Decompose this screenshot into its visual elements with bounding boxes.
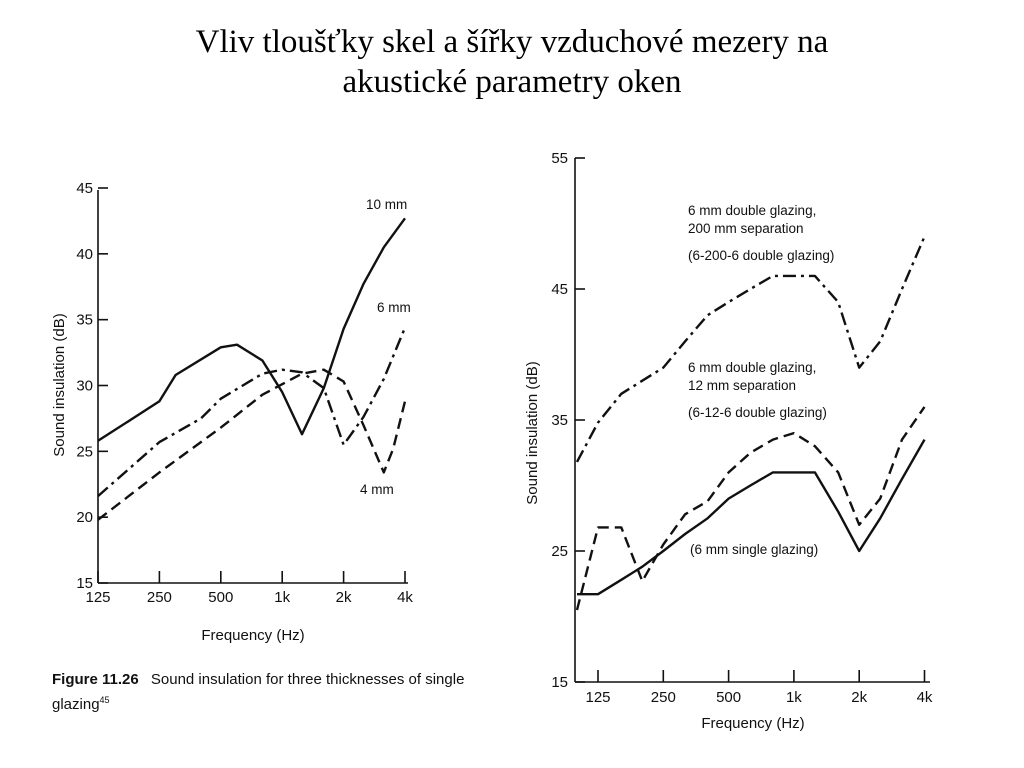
caption-superscript: 45 bbox=[99, 695, 110, 705]
chart2-y-tick-label: 55 bbox=[551, 150, 568, 167]
chart2-annotation: 6 mm double glazing, bbox=[688, 203, 816, 218]
chart2-annotation: (6-12-6 double glazing) bbox=[688, 405, 827, 420]
chart1-x-tick-label: 4k bbox=[397, 589, 413, 606]
chart1-y-tick-label: 40 bbox=[76, 246, 93, 263]
chart2-annotation: 6 mm double glazing, bbox=[688, 360, 816, 375]
chart1-series-3-line bbox=[97, 368, 407, 521]
chart2-y-tick-label: 35 bbox=[551, 412, 568, 429]
chart2-y-tick-label: 15 bbox=[551, 674, 568, 691]
chart1-x-tick-label: 500 bbox=[208, 589, 233, 606]
chart1-annotation: 6 mm bbox=[377, 300, 411, 315]
chart1-y-tick-label: 15 bbox=[76, 575, 93, 592]
chart2-x-axis-title: Frequency (Hz) bbox=[701, 715, 804, 732]
chart2-annotation: (6-200-6 double glazing) bbox=[688, 248, 834, 263]
chart1-y-tick-label: 20 bbox=[76, 509, 93, 526]
caption-figure-label: Figure 11.26 bbox=[52, 671, 139, 688]
caption-text: Sound insulation for three thicknesses o… bbox=[52, 671, 465, 713]
chart2-x-tick-label: 250 bbox=[651, 689, 676, 706]
chart1-x-tick-label: 2k bbox=[336, 589, 352, 606]
slide-title: Vliv tloušťky skel a šířky vzduchové mez… bbox=[0, 22, 1024, 102]
chart1-y-tick-label: 45 bbox=[76, 180, 93, 197]
chart1-y-axis-title: Sound insulation (dB) bbox=[51, 313, 68, 456]
chart1-annotation: 4 mm bbox=[360, 482, 394, 497]
chart2-x-tick-label: 1k bbox=[786, 689, 802, 706]
chart2-x-tick-label: 125 bbox=[585, 689, 610, 706]
chart2-y-tick-label: 45 bbox=[551, 281, 568, 298]
chart2-series-1-line bbox=[575, 236, 926, 463]
chart1-y-tick-label: 25 bbox=[76, 443, 93, 460]
chart1-x-axis-title: Frequency (Hz) bbox=[201, 627, 304, 644]
chart2-series-2-line bbox=[575, 406, 926, 611]
chart2-y-tick-label: 25 bbox=[551, 543, 568, 560]
chart1-series-1-line bbox=[97, 217, 406, 442]
chart2-x-tick-label: 2k bbox=[851, 689, 867, 706]
chart2-annotation: 12 mm separation bbox=[688, 378, 796, 393]
chart2-annotation: 200 mm separation bbox=[688, 221, 804, 236]
chart2-x-tick-label: 500 bbox=[716, 689, 741, 706]
slide-title-line-2: akustické parametry oken bbox=[342, 64, 682, 100]
chart1-x-tick-label: 250 bbox=[147, 589, 172, 606]
chart1-x-tick-label: 125 bbox=[85, 589, 110, 606]
chart1-x-tick-label: 1k bbox=[274, 589, 290, 606]
chart2-x-tick-label: 4k bbox=[917, 689, 933, 706]
chart1-series-2-line bbox=[97, 327, 407, 498]
figure-caption: Figure 11.26 Sound insulation for three … bbox=[52, 670, 492, 715]
chart1-annotation: 10 mm bbox=[366, 197, 407, 212]
chart2-annotation: (6 mm single glazing) bbox=[690, 542, 818, 557]
slide-title-line-1: Vliv tloušťky skel a šířky vzduchové mez… bbox=[195, 24, 829, 60]
chart2-series-3-line bbox=[577, 439, 926, 596]
chart1-y-tick-label: 30 bbox=[76, 378, 93, 395]
chart2-y-axis-title: Sound insulation (dB) bbox=[524, 361, 541, 504]
chart1-y-tick-label: 35 bbox=[76, 312, 93, 329]
